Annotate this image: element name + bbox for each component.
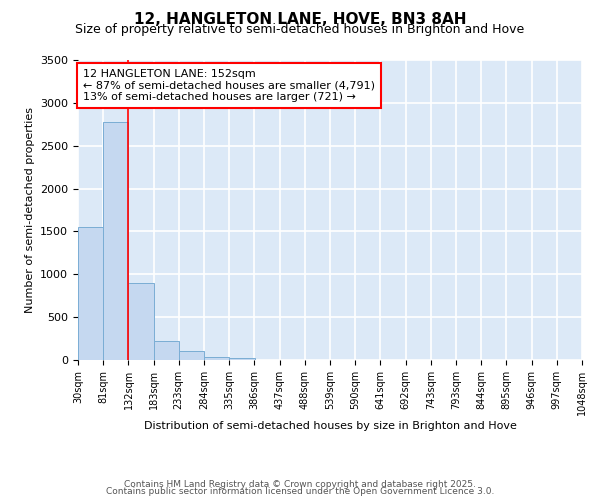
Bar [154, 341, 179, 360]
Bar [78, 227, 103, 360]
Y-axis label: Number of semi-detached properties: Number of semi-detached properties [25, 107, 35, 313]
Text: Contains public sector information licensed under the Open Government Licence 3.: Contains public sector information licen… [106, 487, 494, 496]
Bar [103, 122, 128, 360]
Text: Contains HM Land Registry data © Crown copyright and database right 2025.: Contains HM Land Registry data © Crown c… [124, 480, 476, 489]
Text: 12, HANGLETON LANE, HOVE, BN3 8AH: 12, HANGLETON LANE, HOVE, BN3 8AH [134, 12, 466, 28]
Bar [229, 358, 255, 360]
Text: 12 HANGLETON LANE: 152sqm
← 87% of semi-detached houses are smaller (4,791)
13% : 12 HANGLETON LANE: 152sqm ← 87% of semi-… [83, 69, 375, 102]
Bar [179, 352, 204, 360]
X-axis label: Distribution of semi-detached houses by size in Brighton and Hove: Distribution of semi-detached houses by … [143, 420, 517, 430]
Bar [204, 356, 229, 360]
Bar [128, 283, 154, 360]
Text: Size of property relative to semi-detached houses in Brighton and Hove: Size of property relative to semi-detach… [76, 22, 524, 36]
